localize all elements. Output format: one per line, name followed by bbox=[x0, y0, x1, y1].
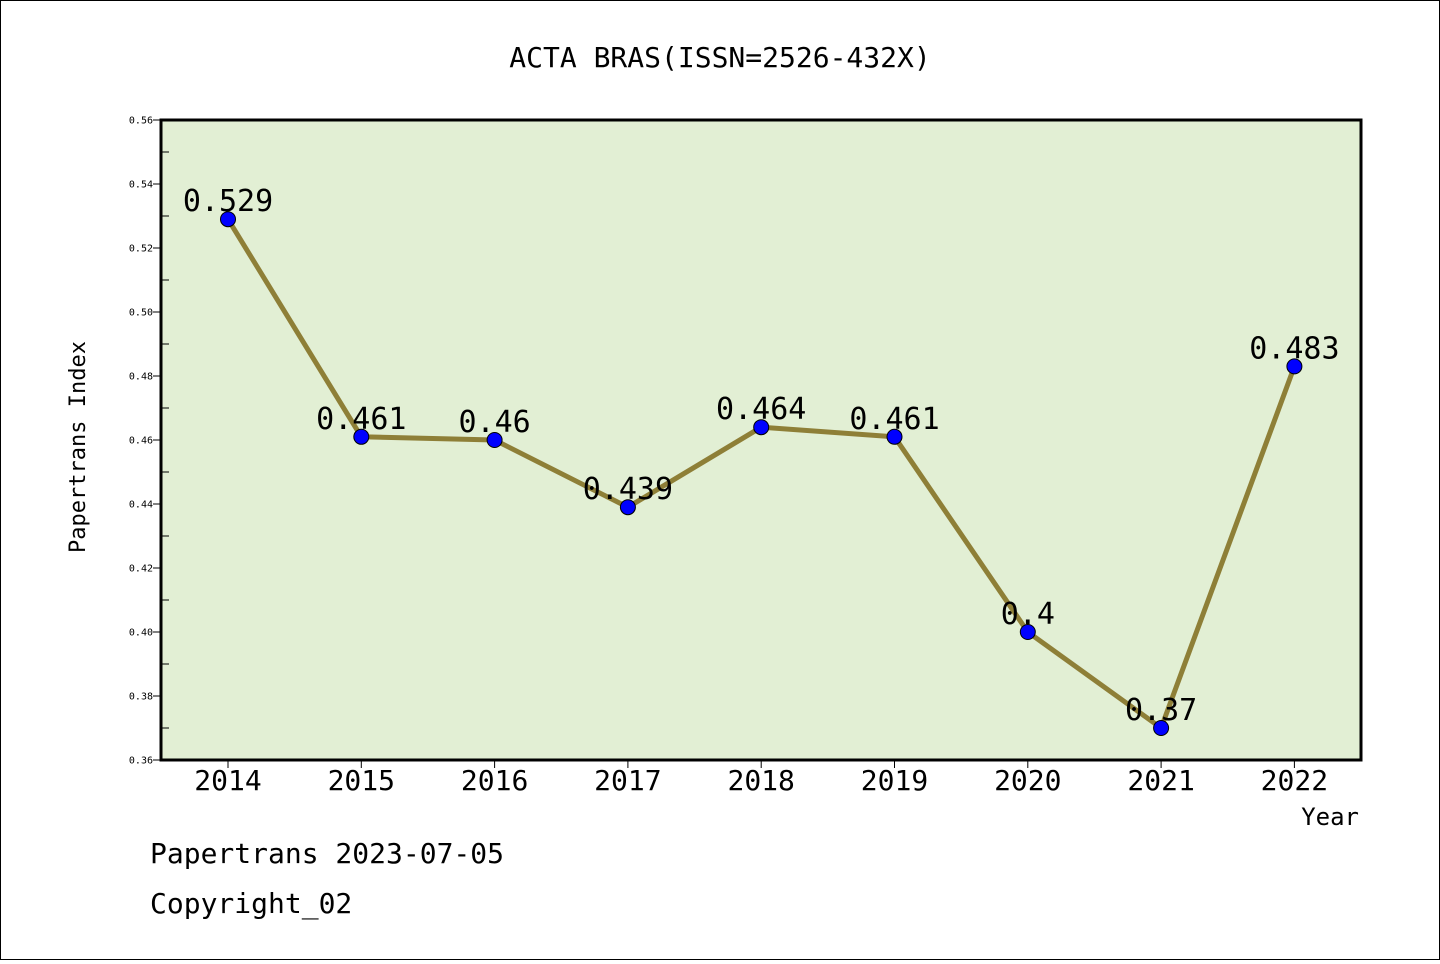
x-tick-label: 2016 bbox=[461, 764, 528, 797]
data-labels: 0.529 0.461 0.46 0.439 0.464 0.461 0.4 0.37 0.48… bbox=[183, 184, 1340, 728]
data-label: 0.439 bbox=[583, 472, 673, 507]
data-label: 0.464 bbox=[716, 392, 806, 427]
x-tick-label: 2015 bbox=[328, 764, 395, 797]
data-point bbox=[1153, 720, 1170, 736]
data-label: 0.461 bbox=[316, 402, 406, 437]
data-label: 0.483 bbox=[1249, 331, 1339, 366]
y-tick-label: 0.38 bbox=[129, 692, 153, 703]
y-tick-label: 0.44 bbox=[129, 500, 153, 511]
footer-date: Papertrans 2023-07-05 bbox=[150, 837, 504, 870]
data-label: 0.46 bbox=[458, 405, 530, 440]
x-axis-label: Year bbox=[1301, 803, 1359, 831]
x-tick-label: 2018 bbox=[727, 764, 794, 797]
x-axis-tick-labels: 2014 2015 2016 2017 2018 2019 2020 2021 2022 bbox=[194, 764, 1328, 797]
y-tick-label: 0.52 bbox=[129, 244, 153, 255]
y-tick-label: 0.40 bbox=[129, 628, 153, 639]
y-tick-label: 0.36 bbox=[129, 756, 153, 767]
data-point bbox=[1286, 358, 1303, 375]
y-axis-label: Papertrans Index bbox=[66, 341, 91, 553]
y-tick-label: 0.46 bbox=[129, 436, 153, 447]
y-tick-label: 0.50 bbox=[129, 308, 153, 319]
x-tick-label: 2014 bbox=[194, 764, 261, 797]
x-tick-label: 2021 bbox=[1127, 764, 1194, 797]
plot-area bbox=[159, 118, 1363, 762]
series-markers bbox=[220, 211, 1303, 736]
data-label: 0.37 bbox=[1125, 693, 1197, 728]
data-label: 0.4 bbox=[1001, 597, 1055, 632]
data-point bbox=[486, 432, 503, 448]
data-label: 0.529 bbox=[183, 184, 273, 219]
footer-copyright: Copyright_02 bbox=[150, 887, 352, 921]
y-tick-label: 0.48 bbox=[129, 372, 153, 383]
y-tick-label: 0.42 bbox=[129, 564, 153, 575]
chart-title: ACTA BRAS(ISSN=2526-432X) bbox=[509, 41, 930, 74]
x-axis-ticks bbox=[227, 760, 1295, 768]
x-tick-label: 2017 bbox=[594, 764, 661, 797]
y-axis-ticks bbox=[153, 119, 169, 761]
data-point bbox=[353, 428, 370, 445]
data-point bbox=[220, 211, 236, 228]
data-label: 0.461 bbox=[849, 402, 939, 437]
data-point bbox=[753, 419, 770, 436]
data-point bbox=[1019, 624, 1036, 640]
x-tick-label: 2020 bbox=[994, 764, 1061, 797]
x-tick-label: 2019 bbox=[861, 764, 928, 797]
y-axis-tick-labels: 0.36 0.38 0.40 0.42 0.44 0.46 0.48 0.50 0.52 0.54… bbox=[129, 116, 153, 767]
y-tick-label: 0.56 bbox=[129, 116, 153, 127]
data-point bbox=[886, 428, 903, 445]
y-tick-label: 0.54 bbox=[129, 180, 153, 191]
data-point bbox=[619, 499, 636, 516]
x-tick-label: 2022 bbox=[1261, 764, 1328, 797]
